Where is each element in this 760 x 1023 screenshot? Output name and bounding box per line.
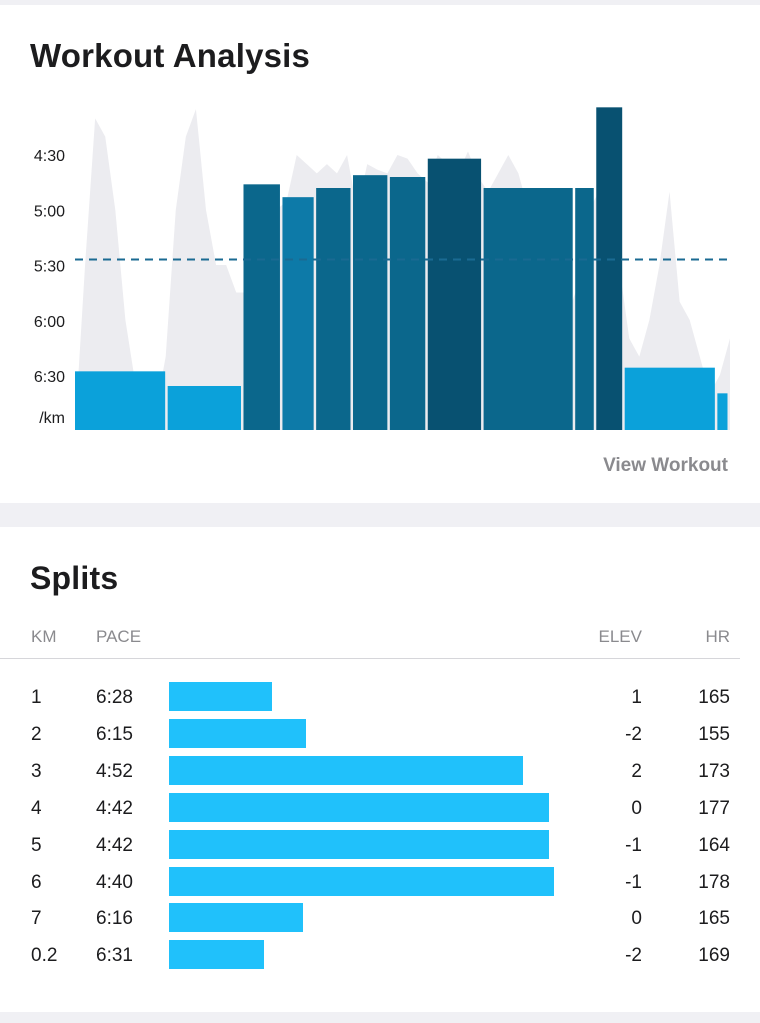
split-hr: 164: [698, 834, 730, 856]
pace-bar-7: [389, 177, 426, 430]
split-row: 7 6:16 0 165: [0, 903, 760, 933]
pace-bar-1: [75, 371, 166, 430]
view-workout-link[interactable]: View Workout: [603, 455, 728, 476]
y-tick-label: 6:30: [34, 369, 65, 386]
pace-bar-2: [167, 386, 241, 430]
split-km: 0.2: [31, 945, 58, 967]
workout-analysis-title: Workout Analysis: [30, 37, 311, 74]
pace-bar-3: [243, 184, 280, 430]
split-pace: 6:28: [96, 687, 133, 708]
split-pace-bar: [169, 718, 307, 748]
pace-bar-8: [427, 158, 482, 430]
split-km: 4: [31, 797, 42, 819]
split-pace-bar: [169, 866, 554, 896]
pace-bar-5: [316, 188, 351, 430]
split-km: 5: [31, 834, 42, 856]
split-hr: 155: [698, 723, 730, 745]
split-pace: 4:42: [96, 834, 133, 856]
split-row: 4 4:42 0 177: [0, 792, 760, 823]
pace-bar-12: [624, 367, 715, 430]
split-km: 3: [31, 760, 42, 782]
split-pace: 6:16: [96, 908, 133, 930]
y-tick-label: 4:30: [34, 148, 65, 165]
splits-title: Splits: [30, 560, 119, 596]
split-elev: -2: [625, 723, 642, 745]
split-row: 5 4:42 -1 164: [0, 829, 760, 860]
y-tick-label: 6:00: [34, 314, 65, 331]
split-km: 7: [31, 908, 42, 930]
y-tick-label: 5:30: [34, 259, 65, 276]
split-elev: 0: [631, 797, 642, 819]
split-pace: 6:15: [96, 723, 133, 745]
split-pace-bar: [169, 903, 304, 933]
split-row: 0.2 6:31 -2 169: [0, 940, 760, 970]
split-hr: 178: [698, 871, 730, 893]
split-elev: -1: [625, 834, 642, 856]
header-divider: [0, 658, 740, 659]
split-hr: 173: [698, 760, 730, 782]
split-hr: 165: [698, 687, 730, 708]
split-km: 6: [31, 871, 42, 893]
split-elev: -1: [625, 871, 642, 893]
split-pace: 4:42: [96, 797, 133, 819]
pace-bar-9: [483, 188, 573, 430]
split-pace-bar: [169, 940, 265, 970]
column-header-hr: HR: [705, 627, 730, 646]
splits-card: Splits KM PACE ELEV HR 1 6:28 1 165 2 6:1…: [0, 527, 760, 1012]
split-hr: 177: [698, 797, 730, 819]
pace-chart: 4:30 5:00 5:30 6:00 6:30/km: [34, 107, 730, 431]
split-hr: 165: [698, 908, 730, 930]
pace-bar-10: [575, 188, 594, 430]
split-elev: 0: [631, 908, 642, 930]
column-header-km: KM: [31, 627, 57, 646]
y-unit-label: /km: [39, 410, 65, 427]
pace-bar-11: [596, 107, 623, 430]
split-pace-bar: [169, 755, 523, 785]
pace-bar-13: [717, 393, 728, 430]
split-row: 2 6:15 -2 155: [0, 718, 760, 749]
split-pace: 4:52: [96, 760, 133, 782]
split-pace: 6:31: [96, 945, 133, 967]
column-header-elev: ELEV: [598, 627, 642, 646]
split-km: 2: [31, 723, 42, 745]
split-row: 3 4:52 2 173: [0, 755, 760, 786]
pace-bar-4: [282, 197, 314, 430]
split-row: 6 4:40 -1 178: [0, 866, 760, 897]
pace-bar-6: [353, 175, 388, 430]
split-pace-bar: [169, 682, 273, 711]
split-pace-bar: [169, 792, 549, 822]
column-header-pace: PACE: [96, 627, 142, 646]
split-elev: 1: [631, 687, 642, 708]
split-pace-bar: [169, 829, 549, 859]
split-pace: 4:40: [96, 871, 133, 893]
split-elev: 2: [631, 760, 642, 782]
split-row: 1 6:28 1 165: [0, 682, 760, 712]
split-hr: 169: [698, 945, 730, 967]
split-km: 1: [31, 687, 42, 708]
workout-analysis-card: Workout Analysis 4:30 5:00 5:30 6:00 6:30/km…: [0, 5, 760, 503]
y-tick-label: 5:00: [34, 203, 65, 220]
split-elev: -2: [625, 945, 642, 967]
